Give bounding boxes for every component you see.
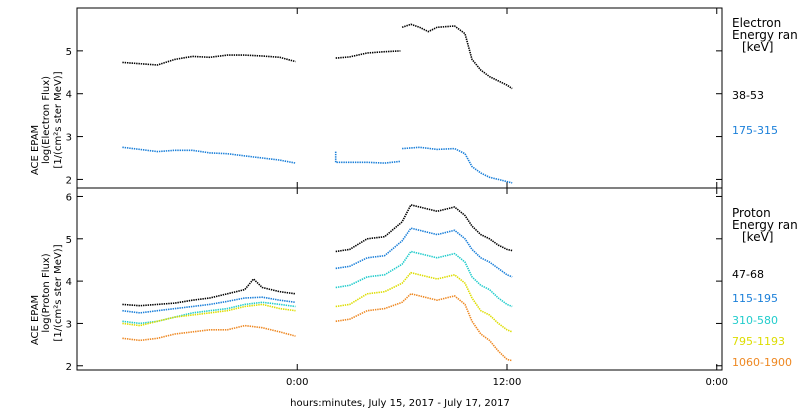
proton-y-tick-label: 5 [66, 235, 72, 246]
proton-series-115-195 [335, 227, 513, 278]
proton-series-115-195 [122, 296, 296, 314]
proton-legend-series-0: 47-68 [732, 268, 764, 281]
x-axis-title: hours:minutes, July 15, 2017 - July 17, … [290, 398, 510, 409]
proton-series [122, 204, 513, 362]
proton-series-795-1193 [122, 303, 296, 327]
proton-plot-frame [76, 187, 723, 371]
proton-x-ticks [296, 188, 718, 370]
electron-y-ticks: 2 3 4 5 [66, 47, 722, 186]
x-tick-label: 0:00 [286, 377, 308, 388]
electron-series-38-53 [401, 23, 513, 90]
x-tick-label: 12:00 [493, 377, 522, 388]
electron-ylabel-line2: log(Electron Flux) [41, 76, 52, 164]
proton-y-tick-label: 4 [66, 277, 72, 288]
electron-series-38-53 [335, 50, 401, 59]
proton-ylabel-line2: log(Proton Flux) [41, 253, 52, 332]
proton-series-47-68 [122, 278, 296, 307]
proton-legend-title-line1: Proton [732, 206, 771, 220]
electron-series [122, 23, 513, 184]
electron-legend-series-1: 175-315 [732, 124, 778, 137]
electron-ylabel-line3: [1/(cm²s ster MeV)] [53, 71, 64, 168]
x-tick-labels: 0:00 12:00 0:00 [286, 377, 728, 388]
electron-y-tick-label: 4 [66, 90, 72, 101]
proton-series-47-68 [335, 204, 513, 253]
electron-y-tick-label: 3 [66, 133, 72, 144]
electron-legend-unit: [keV] [742, 40, 773, 54]
electron-series-175-315 [402, 146, 513, 184]
electron-x-ticks [296, 8, 718, 188]
proton-legend-unit: [keV] [742, 230, 773, 244]
proton-series-310-580 [122, 301, 296, 325]
proton-y-ticks: 2 3 4 5 6 [66, 192, 722, 373]
proton-y-tick-label: 3 [66, 319, 72, 330]
electron-legend-series-0: 38-53 [732, 89, 764, 102]
proton-legend-series-2: 310-580 [732, 314, 778, 327]
proton-series-1060-1900 [122, 324, 296, 342]
proton-ylabel-line1: ACE EPAM [30, 295, 41, 345]
proton-legend-title-line2: Energy ran [732, 218, 798, 232]
electron-series-38-53 [122, 54, 296, 66]
proton-legend-series-4: 1060-1900 [732, 356, 792, 369]
electron-ylabel-line1: ACE EPAM [30, 125, 41, 175]
electron-series-175-315 [334, 151, 401, 164]
electron-legend-title-line2: Energy ran [732, 28, 798, 42]
proton-series-795-1193 [335, 271, 513, 333]
proton-series-310-580 [335, 250, 513, 308]
proton-series-1060-1900 [335, 292, 513, 362]
electron-y-tick-label: 5 [66, 47, 72, 58]
electron-series-175-315 [122, 146, 296, 164]
proton-ylabel-line3: [1/(cm²s ster MeV)] [53, 244, 64, 341]
x-tick-label: 0:00 [706, 377, 728, 388]
proton-y-tick-label: 6 [66, 192, 72, 203]
proton-panel: 2 3 4 5 6 ACE EPAM log(Proton Flux) [1/(cm²s… [30, 187, 798, 373]
electron-y-tick-label: 2 [66, 175, 72, 186]
electron-panel: 2 3 4 5 ACE EPAM log(Electron Flux) [1/(cm²… [30, 7, 798, 189]
electron-legend-title-line1: Electron [732, 16, 781, 30]
proton-legend-series-3: 795-1193 [732, 335, 785, 348]
proton-legend-series-1: 115-195 [732, 292, 778, 305]
proton-y-tick-label: 2 [66, 362, 72, 373]
